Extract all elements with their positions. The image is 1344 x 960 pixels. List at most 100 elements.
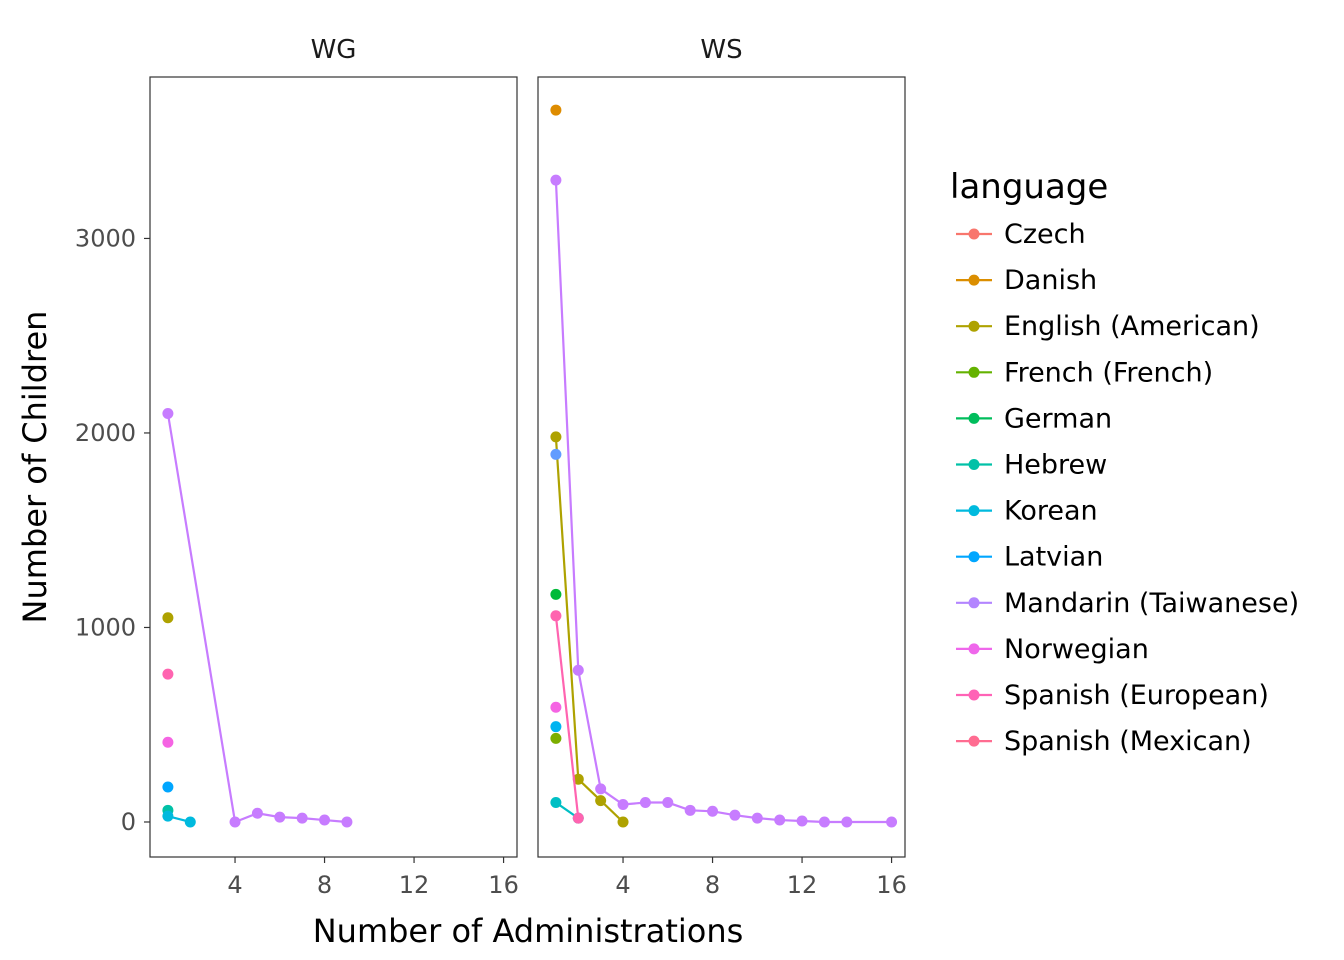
legend-entry: Spanish (Mexican)	[956, 726, 1252, 757]
data-point	[818, 816, 830, 828]
data-point	[550, 797, 562, 809]
legend-label: English (American)	[1004, 311, 1260, 342]
data-point	[341, 816, 353, 828]
legend-key-point	[968, 735, 980, 747]
series-spanish-mexican	[162, 668, 174, 680]
legend-entry: Hebrew	[956, 450, 1107, 481]
panels-layer: WG 4 8 12 16 0 1000 2000 3000 WS 4 8 12 16	[75, 35, 907, 899]
data-point	[595, 795, 607, 807]
legend-entry: Czech	[956, 219, 1086, 250]
data-point	[707, 805, 719, 817]
legend-entry: Korean	[956, 496, 1098, 527]
data-point	[595, 783, 607, 795]
legend-label: German	[1004, 403, 1112, 434]
data-point	[796, 815, 808, 827]
legend-entry: Spanish (European)	[956, 680, 1269, 711]
data-point	[550, 448, 562, 460]
data-point	[617, 798, 629, 810]
x-axis-title: Number of Administrations	[313, 912, 744, 950]
legend-key-point	[968, 551, 980, 563]
panel-strip-label: WS	[700, 35, 742, 65]
legend-label: Latvian	[1004, 542, 1103, 573]
data-point	[774, 814, 786, 826]
y-tick-label: 2000	[75, 419, 136, 447]
data-point	[251, 807, 263, 819]
data-point	[550, 701, 562, 713]
legend-label: Mandarin (Taiwanese)	[1004, 588, 1299, 619]
data-point	[162, 810, 174, 822]
data-point	[229, 816, 241, 828]
data-point	[662, 797, 674, 809]
x-tick-label: 12	[399, 871, 430, 899]
legend-key-point	[968, 505, 980, 517]
series-spanish-european	[550, 701, 562, 713]
x-tick-label: 8	[705, 871, 720, 899]
series-mandarin-taiwanese	[550, 448, 562, 460]
legend-label: Korean	[1004, 496, 1098, 527]
data-point	[550, 610, 562, 622]
data-point	[184, 816, 196, 828]
data-point	[751, 812, 763, 824]
legend-key-point	[968, 412, 980, 424]
legend-label: Spanish (Mexican)	[1004, 726, 1252, 757]
legend-entry: English (American)	[956, 311, 1260, 342]
data-point	[550, 721, 562, 733]
legend-key-point	[968, 274, 980, 286]
data-point	[162, 408, 174, 420]
legend-key-point	[968, 643, 980, 655]
legend-key-point	[968, 228, 980, 240]
x-tick-label: 4	[615, 871, 630, 899]
series-korean	[162, 810, 196, 828]
x-tick-label: 4	[227, 871, 242, 899]
data-point	[729, 809, 741, 821]
legend-label: Czech	[1004, 219, 1086, 250]
y-axis-title: Number of Children	[16, 311, 54, 624]
x-tick-label: 8	[317, 871, 332, 899]
series-spanish-european	[162, 736, 174, 748]
y-tick-label: 0	[121, 808, 136, 836]
data-point	[841, 816, 853, 828]
data-point	[162, 612, 174, 624]
legend: language Czech Danish English (American) Fr…	[950, 167, 1299, 757]
data-point	[550, 174, 562, 186]
legend-entry: Danish	[956, 265, 1097, 296]
data-point	[550, 732, 562, 744]
y-tick-label: 3000	[75, 224, 136, 252]
legend-key-point	[968, 597, 980, 609]
legend-entry: French (French)	[956, 357, 1213, 388]
legend-label: French (French)	[1004, 357, 1213, 388]
panel-border	[149, 76, 518, 858]
panel-strip-label: WG	[311, 35, 357, 65]
series-line	[554, 436, 624, 823]
data-point	[162, 781, 174, 793]
legend-key-point	[968, 459, 980, 470]
data-point	[639, 797, 651, 809]
series-german	[550, 588, 562, 600]
legend-label: Spanish (European)	[1004, 680, 1269, 711]
x-tick-label: 16	[488, 871, 519, 899]
series-latvian	[550, 721, 562, 733]
series-danish	[550, 104, 562, 116]
data-point	[572, 812, 584, 824]
data-point	[550, 431, 562, 443]
legend-entry: German	[956, 403, 1112, 434]
series-english-american	[162, 612, 174, 624]
legend-label: Hebrew	[1004, 450, 1107, 481]
legend-label: Norwegian	[1004, 634, 1149, 665]
series-line	[554, 615, 580, 819]
panel-ws: WS 4 8 12 16	[537, 35, 907, 899]
data-point	[886, 816, 898, 828]
data-point	[162, 668, 174, 680]
series-latvian	[162, 781, 174, 793]
legend-key-point	[968, 366, 980, 378]
legend-label: Danish	[1004, 265, 1097, 296]
data-point	[572, 773, 584, 785]
series-spanish-mexican	[550, 610, 584, 824]
x-tick-label: 12	[787, 871, 818, 899]
data-point	[684, 804, 696, 816]
panel-wg: WG 4 8 12 16 0 1000 2000 3000	[75, 35, 519, 899]
data-point	[572, 664, 584, 676]
series-english-american	[550, 431, 629, 828]
legend-key-point	[968, 320, 980, 332]
